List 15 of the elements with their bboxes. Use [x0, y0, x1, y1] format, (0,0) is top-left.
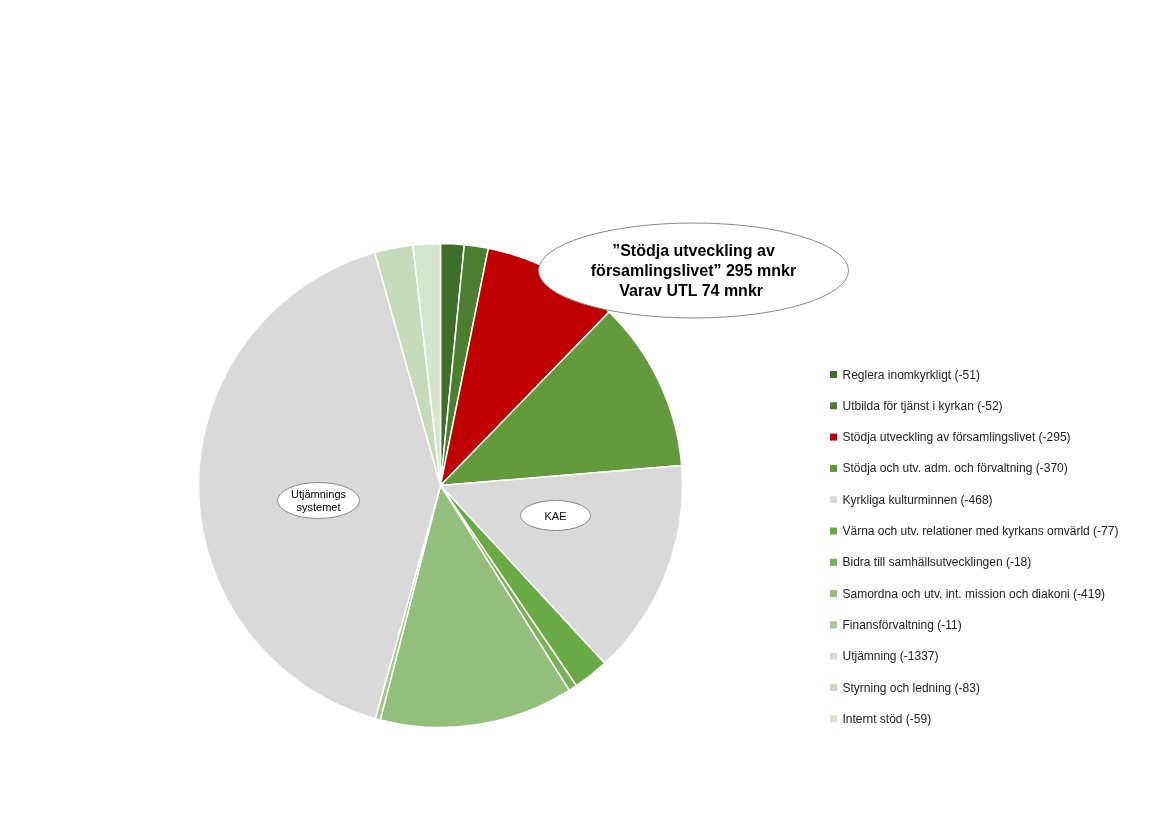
legend-label: Reglera inomkyrkligt (-51) — [842, 367, 980, 382]
legend-label: Internt stöd (-59) — [842, 711, 932, 726]
legend-label: Bidra till samhällsutvecklingen (-18) — [842, 555, 1032, 570]
legend-label: Kyrkliga kulturminnen (-468) — [842, 492, 993, 507]
legend-label: Utbilda för tjänst i kyrkan (-52) — [842, 398, 1003, 413]
legend-label: Samordna och utv. int. mission och diakoni (-419) — [842, 586, 1106, 601]
legend-label: Finansförvaltning (-11) — [842, 617, 962, 632]
legend-label: Värna och utv. relationer med kyrkans omvärld (-77) — [842, 524, 1119, 538]
legend-label: Stödja utveckling av församlingslivet (-295) — [842, 430, 1071, 445]
text: Utjämnings systemet — [290, 487, 347, 514]
text: KAE — [544, 509, 567, 522]
legend-label: Styrning och ledning (-83) — [842, 680, 980, 695]
legend-label: Utjämning (-1337) — [842, 649, 939, 664]
text: ”Stödja utveckling av församlingslivet” 295 mnkr Varav UTL 74 mnkr — [590, 242, 797, 299]
legend-label: Stödja och utv. adm. och förvaltning (-370) — [842, 461, 1068, 476]
